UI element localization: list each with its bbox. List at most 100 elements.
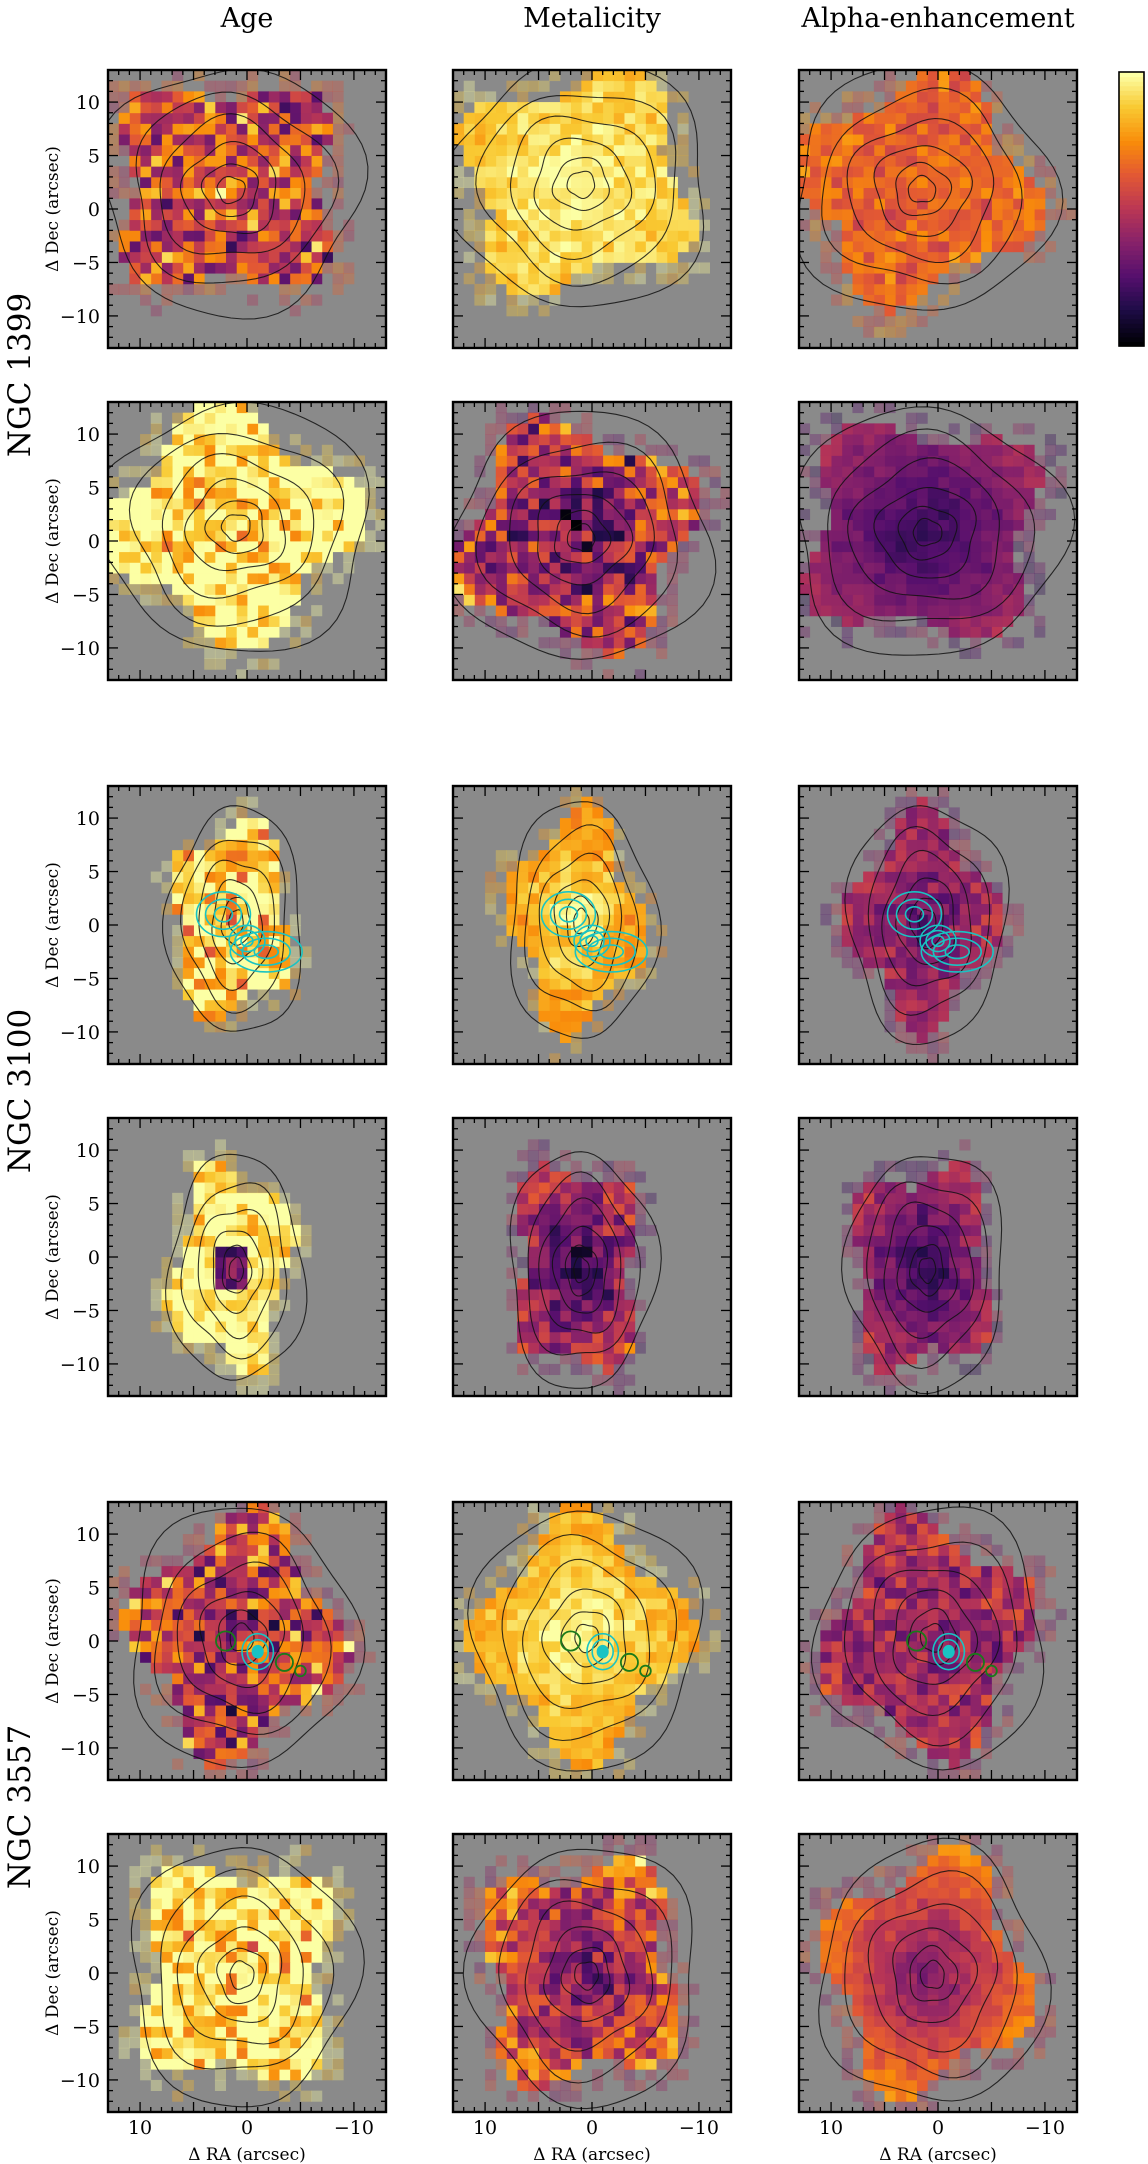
map-pixel <box>948 1192 960 1204</box>
map-pixel <box>538 198 550 210</box>
ytick-label: 0 <box>88 915 100 937</box>
map-pixel <box>182 1737 194 1749</box>
map-pixel <box>613 551 625 563</box>
map-pixel <box>570 1289 582 1301</box>
map-pixel <box>1002 1705 1014 1717</box>
map-pixel <box>182 1224 194 1237</box>
map-pixel <box>1055 444 1067 456</box>
map-pixel <box>225 251 237 263</box>
map-pixel <box>549 967 561 979</box>
map-pixel <box>948 262 960 274</box>
map-pixel <box>905 412 918 424</box>
map-pixel <box>453 1619 465 1631</box>
map-pixel <box>279 155 291 167</box>
map-pixel <box>559 1608 572 1621</box>
map-pixel <box>720 487 731 499</box>
map-pixel <box>927 508 939 521</box>
map-pixel <box>236 1737 248 1749</box>
map-pixel <box>1034 573 1046 585</box>
colorbar-frame <box>1118 71 1145 347</box>
map-pixel <box>1002 219 1014 231</box>
map-pixel <box>1034 1651 1046 1663</box>
map-pixel <box>279 209 291 221</box>
map-pixel <box>799 155 811 167</box>
cyan-contour <box>229 930 303 973</box>
map-pixel <box>613 828 625 840</box>
map-pixel <box>1012 914 1024 926</box>
map-pixel <box>364 508 376 521</box>
map-pixel <box>634 1726 646 1738</box>
map-pixel <box>852 187 864 199</box>
map-pixel <box>538 166 550 178</box>
map-pixel <box>905 903 918 915</box>
map-pixel <box>517 541 529 553</box>
map-pixel <box>852 423 864 435</box>
map-pixel <box>527 1353 539 1365</box>
map-pixel <box>257 1576 269 1588</box>
map-pixel <box>311 230 323 242</box>
map-pixel <box>193 219 205 231</box>
map-pixel <box>182 967 194 979</box>
map-pixel <box>905 315 918 328</box>
map-pixel <box>602 1726 614 1738</box>
map-pixel <box>485 294 497 306</box>
map-pixel <box>656 647 668 660</box>
map-pixel <box>517 144 529 156</box>
map-pixel <box>236 1385 248 1396</box>
map-pixel <box>527 530 539 542</box>
map-pixel <box>959 1214 971 1226</box>
map-pixel <box>799 573 811 585</box>
map-pixel <box>841 946 853 958</box>
map-pixel <box>991 166 1003 178</box>
map-pixel <box>247 1374 259 1386</box>
map-pixel <box>108 123 120 135</box>
colorbar-segment <box>1119 236 1144 242</box>
map-pixel <box>820 144 832 156</box>
map-pixel <box>182 209 194 221</box>
map-pixel <box>688 166 700 178</box>
map-pixel <box>172 1566 184 1578</box>
map-pixel <box>938 583 950 595</box>
map-pixel <box>624 1726 636 1738</box>
map-pixel <box>225 1512 237 1524</box>
map-pixel <box>549 1289 561 1301</box>
map-pixel <box>129 1641 141 1653</box>
map-pixel <box>214 989 227 1001</box>
map-pixel <box>257 487 269 499</box>
map-pixel <box>905 818 918 830</box>
map-pixel <box>916 219 928 231</box>
map-pixel <box>236 957 248 969</box>
map-pixel <box>970 882 982 894</box>
map-pixel <box>570 187 582 199</box>
map-pixel <box>948 519 960 531</box>
map-pixel <box>570 1715 582 1727</box>
map-pixel <box>257 230 269 242</box>
map-pixel <box>884 626 896 638</box>
map-pixel <box>624 134 636 146</box>
map-pixel <box>214 1257 227 1269</box>
ytick-label: 10 <box>76 92 100 114</box>
map-pixel <box>204 241 216 253</box>
map-pixel <box>108 573 120 585</box>
map-pixel <box>624 1235 636 1247</box>
map-pixel <box>300 1246 312 1258</box>
map-pixel <box>268 1502 280 1514</box>
map-pixel <box>677 123 689 135</box>
map-pixel <box>172 1246 184 1258</box>
map-pixel <box>549 123 561 135</box>
isophote-contour <box>211 879 264 965</box>
map-pixel <box>495 850 507 862</box>
column-title-metalicity: Metalicity <box>523 3 661 34</box>
map-pixel <box>634 476 646 488</box>
map-pixel <box>549 1715 561 1727</box>
map-pixel <box>559 434 572 446</box>
map-pixel <box>656 1662 668 1674</box>
map-pixel <box>300 466 312 478</box>
map-pixel <box>831 476 843 488</box>
isophote-contour <box>909 1243 945 1297</box>
map-pixel <box>831 455 843 467</box>
map-pixel <box>991 241 1003 253</box>
map-pixel <box>1055 466 1067 478</box>
map-pixel <box>852 967 864 979</box>
